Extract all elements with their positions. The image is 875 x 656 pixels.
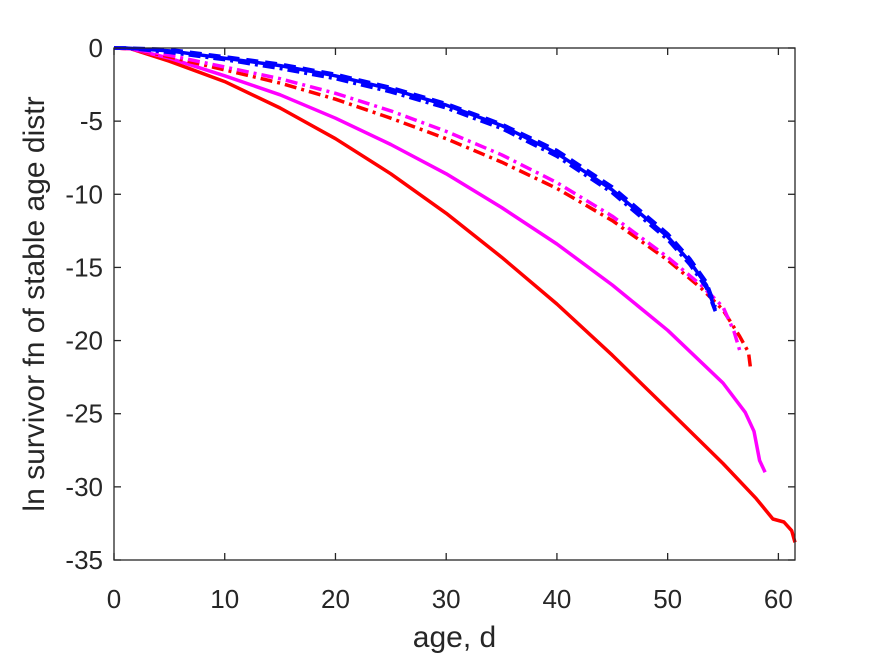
y-tick-label: -30 — [65, 472, 103, 502]
y-tick-label: -10 — [65, 179, 103, 209]
series-layer — [113, 46, 797, 543]
x-tick-label: 50 — [653, 584, 682, 614]
y-tick-label: -15 — [65, 252, 103, 282]
x-axis-label: age, d — [413, 621, 496, 654]
x-tick-label: 0 — [107, 584, 121, 614]
series-line-7 — [114, 46, 717, 308]
y-axis: 0 -5 -10 -15 -20 -25 -30 -35 — [65, 33, 795, 575]
y-tick-label: 0 — [89, 33, 103, 63]
y-axis-label: ln survivor fn of stable age distr — [18, 96, 51, 511]
plot-area — [114, 48, 795, 560]
y-tick-label: -25 — [65, 399, 103, 429]
y-tick-label: -35 — [65, 545, 103, 575]
x-axis: 0 10 20 30 40 50 60 — [107, 48, 793, 614]
series-line-2 — [113, 46, 767, 473]
x-tick-label: 20 — [321, 584, 350, 614]
x-tick-label: 30 — [432, 584, 461, 614]
plot-frame — [113, 47, 796, 561]
series-line-1 — [113, 46, 797, 543]
x-tick-label: 40 — [542, 584, 571, 614]
x-tick-label: 60 — [764, 584, 793, 614]
y-tick-label: -5 — [80, 106, 103, 136]
series-line-5 — [114, 46, 717, 311]
x-tick-label: 10 — [210, 584, 239, 614]
y-tick-label: -20 — [65, 326, 103, 356]
